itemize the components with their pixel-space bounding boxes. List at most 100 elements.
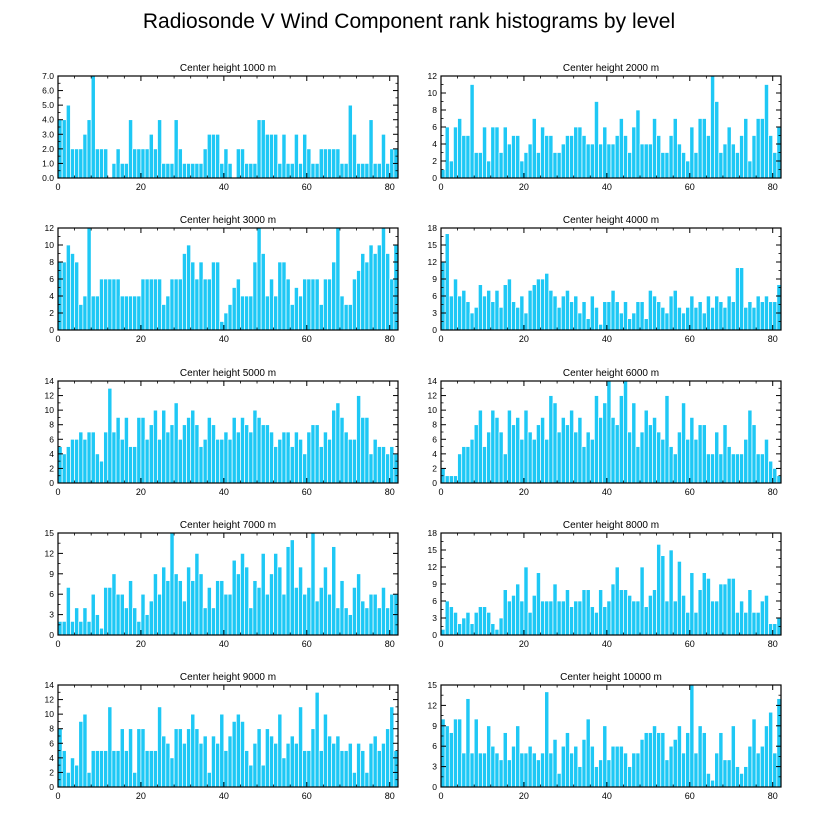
histogram-bar [318, 587, 324, 636]
histogram-bar [277, 163, 283, 179]
x-tick-label: 0 [438, 791, 443, 801]
histogram-bar [697, 424, 703, 484]
histogram-bar [714, 101, 720, 179]
histogram-bar [244, 163, 250, 179]
histogram-bar [190, 163, 196, 179]
histogram-bar [531, 594, 537, 636]
histogram-bar [602, 725, 608, 788]
histogram-bar [306, 750, 312, 788]
histogram-bar [211, 133, 216, 179]
histogram-bar [293, 133, 299, 179]
histogram-bar [148, 600, 154, 636]
histogram-bar [639, 566, 645, 636]
histogram-bar [331, 546, 337, 636]
histogram-bar [519, 295, 525, 331]
y-tick-label: 8 [432, 420, 437, 430]
histogram-bar [548, 395, 554, 484]
histogram-bar [627, 318, 633, 331]
histogram-bar [74, 261, 80, 331]
histogram-bar [99, 148, 104, 179]
x-tick-label: 80 [768, 487, 778, 497]
y-tick-label: 10 [45, 405, 55, 415]
histogram-bar [293, 587, 299, 636]
y-tick-label: 4 [432, 139, 437, 149]
histogram-bar [681, 752, 686, 788]
histogram-bar [177, 278, 183, 331]
histogram-bar [273, 742, 279, 788]
histogram-bar [372, 253, 378, 331]
histogram-bar [631, 312, 637, 331]
histogram-bar [693, 438, 699, 484]
y-tick-label: 3 [432, 613, 437, 623]
histogram-bar [531, 438, 537, 484]
histogram-bar [569, 606, 575, 636]
histogram-bar [536, 572, 541, 636]
x-tick-label: 80 [385, 334, 395, 344]
histogram-bar [735, 453, 740, 484]
histogram-bar [490, 409, 496, 484]
histogram-bar [701, 572, 707, 636]
histogram-bar [78, 148, 84, 179]
histogram-bar [339, 417, 345, 484]
histogram-bar [560, 600, 566, 636]
histogram-panel: Center height 7000 m 0 20 40 60 80 0 3 6 9 12 15 [45, 520, 399, 649]
histogram-bar [323, 148, 328, 179]
histogram-bar [310, 728, 316, 788]
histogram-bar [693, 611, 699, 636]
histogram-bar [672, 118, 678, 179]
histogram-bar [107, 278, 113, 331]
histogram-bar [285, 278, 291, 331]
histogram-bar [82, 295, 88, 331]
histogram-bar [385, 607, 391, 636]
histogram-bar [310, 532, 316, 636]
histogram-bar [194, 163, 200, 179]
histogram-bar [755, 752, 761, 788]
histogram-bar [310, 424, 316, 484]
histogram-bar [298, 163, 303, 179]
histogram-bar [718, 732, 724, 788]
y-tick-label: 3 [49, 610, 54, 620]
histogram-bar [689, 684, 695, 788]
histogram-bar [506, 143, 512, 179]
histogram-bar [469, 84, 475, 179]
histogram-bar [252, 163, 258, 179]
histogram-bar [252, 580, 258, 636]
histogram-bar [747, 409, 753, 484]
histogram-bar [74, 764, 80, 788]
histogram-bar [364, 261, 370, 331]
histogram-bar [768, 460, 774, 484]
histogram-bar [376, 607, 382, 636]
histogram-bar [368, 742, 374, 788]
histogram-bar [273, 446, 279, 484]
histogram-bar [119, 728, 125, 788]
histogram-bar [618, 312, 624, 331]
histogram-bar [157, 593, 163, 636]
histogram-bar [706, 773, 711, 788]
y-tick-label: 0 [49, 325, 54, 335]
histogram-bar [86, 772, 92, 788]
histogram-bar [227, 593, 233, 636]
histogram-bar [647, 732, 653, 788]
histogram-bar [660, 555, 666, 636]
histogram-bar [323, 431, 328, 484]
histogram-bar [119, 295, 125, 331]
histogram-bar [281, 261, 287, 331]
histogram-bar [486, 725, 492, 788]
histogram-bar [223, 148, 229, 179]
y-tick-label: 2 [432, 463, 437, 473]
histogram-bar [343, 607, 349, 636]
histogram-bar [132, 295, 138, 331]
histogram-bar [281, 757, 287, 788]
histogram-bar [652, 725, 657, 788]
histogram-bar [581, 301, 587, 331]
histogram-bar [469, 438, 475, 484]
histogram-bar [115, 417, 121, 484]
histogram-bar [314, 278, 320, 331]
histogram-bar [764, 295, 769, 331]
histogram-bar [78, 431, 84, 484]
histogram-bar [298, 295, 303, 331]
histogram-bar [623, 301, 628, 331]
histogram-bar [82, 607, 88, 636]
histogram-bar [594, 306, 599, 331]
histogram-bar [498, 617, 504, 636]
